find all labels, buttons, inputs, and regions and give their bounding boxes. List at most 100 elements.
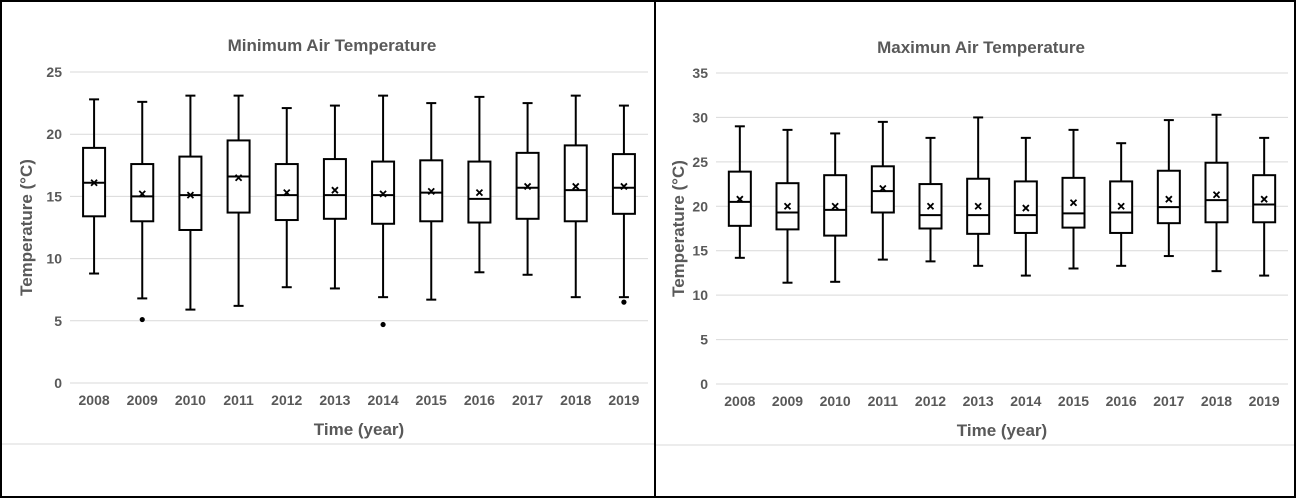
mean-marker bbox=[475, 189, 484, 197]
x-tick-label: 2015 bbox=[1058, 393, 1089, 409]
y-tick-label: 20 bbox=[692, 198, 708, 214]
mean-marker bbox=[783, 202, 792, 210]
box-2013 bbox=[322, 104, 347, 290]
iqr-box bbox=[611, 153, 636, 215]
mean-marker bbox=[1260, 195, 1268, 203]
mean-marker bbox=[1212, 191, 1221, 199]
mean-marker bbox=[974, 202, 982, 210]
mean-marker bbox=[283, 189, 291, 197]
box-2015 bbox=[1061, 128, 1086, 270]
x-tick-label: 2013 bbox=[963, 393, 994, 409]
x-axis-title: Time (year) bbox=[957, 421, 1047, 440]
box-2014 bbox=[1013, 136, 1038, 277]
y-tick-label: 0 bbox=[54, 375, 62, 391]
y-axis-title: Temperature (°C) bbox=[669, 160, 688, 297]
y-tick-label: 30 bbox=[692, 109, 708, 125]
box-2018 bbox=[563, 94, 588, 299]
y-tick-label: 20 bbox=[46, 126, 62, 142]
x-tick-label: 2014 bbox=[368, 392, 399, 408]
box-2010 bbox=[823, 132, 848, 283]
iqr-box bbox=[178, 155, 203, 231]
mean-marker bbox=[831, 202, 839, 210]
outlier-point bbox=[380, 321, 386, 328]
x-tick-label: 2010 bbox=[175, 392, 206, 408]
max-temp-chart-panel: 0 5 10 15 20 25 30 35 Maximun Air Temperature Tim… bbox=[654, 0, 1296, 498]
y-tick-label: 25 bbox=[692, 154, 708, 170]
x-tick-label: 2011 bbox=[223, 392, 254, 408]
min-temp-chart-panel: 0 5 10 15 20 25 Minimum Air Temperature Time (y… bbox=[0, 0, 655, 498]
x-tick-label: 2017 bbox=[512, 392, 543, 408]
mean-marker bbox=[186, 191, 195, 199]
x-tick-label: 2016 bbox=[464, 392, 495, 408]
mean-marker bbox=[234, 174, 243, 182]
mean-marker bbox=[1022, 204, 1030, 212]
max-temp-chart: 0 5 10 15 20 25 30 35 Maximun Air Temperature Tim… bbox=[656, 38, 1294, 446]
x-tick-label: 2016 bbox=[1106, 393, 1137, 409]
box-2014 bbox=[371, 94, 396, 328]
box-2019 bbox=[611, 104, 636, 305]
x-tick-label: 2009 bbox=[127, 392, 158, 408]
y-axis-title: Temperature (°C) bbox=[17, 159, 36, 296]
x-tick-label: 2011 bbox=[868, 393, 899, 409]
mean-marker bbox=[523, 182, 532, 191]
box-2013 bbox=[966, 116, 991, 267]
box-2015 bbox=[419, 102, 444, 301]
x-tick-label: 2017 bbox=[1153, 393, 1184, 409]
box-2012 bbox=[274, 107, 299, 289]
box-2017 bbox=[1156, 119, 1181, 258]
y-tick-label: 15 bbox=[46, 188, 62, 204]
box-2011 bbox=[870, 120, 895, 261]
min-temp-chart: 0 5 10 15 20 25 Minimum Air Temperature Time (y… bbox=[2, 36, 654, 445]
box-2009 bbox=[775, 128, 800, 284]
iqr-box bbox=[1204, 161, 1229, 224]
box-2016 bbox=[467, 95, 492, 274]
box-2008 bbox=[82, 98, 107, 275]
mean-marker bbox=[90, 179, 98, 187]
box-2011 bbox=[226, 94, 251, 307]
iqr-box bbox=[1156, 169, 1181, 225]
box-2017 bbox=[515, 102, 540, 276]
outlier-point bbox=[621, 299, 627, 305]
x-tick-label: 2010 bbox=[820, 393, 851, 409]
mean-marker bbox=[1165, 195, 1173, 203]
y-tick-label: 10 bbox=[46, 251, 62, 267]
mean-marker bbox=[572, 182, 580, 191]
x-tick-label: 2008 bbox=[79, 392, 110, 408]
x-tick-label: 2018 bbox=[1201, 393, 1232, 409]
y-tick-label: 10 bbox=[692, 287, 708, 303]
box-2012 bbox=[918, 136, 943, 263]
x-tick-label: 2018 bbox=[560, 392, 591, 408]
chart-title: Minimum Air Temperature bbox=[228, 36, 437, 55]
chart-title: Maximun Air Temperature bbox=[877, 38, 1085, 57]
box-2009 bbox=[130, 100, 155, 323]
x-axis-title: Time (year) bbox=[314, 420, 404, 439]
mean-marker bbox=[1069, 199, 1078, 207]
box-2016 bbox=[1109, 142, 1134, 267]
box-2010 bbox=[178, 94, 203, 311]
y-tick-label: 5 bbox=[54, 313, 62, 329]
box-2018 bbox=[1204, 113, 1229, 273]
mean-marker bbox=[1117, 202, 1125, 210]
x-tick-label: 2012 bbox=[271, 392, 302, 408]
y-tick-label: 15 bbox=[692, 243, 708, 259]
iqr-box bbox=[563, 144, 588, 223]
x-tick-label: 2019 bbox=[608, 392, 639, 408]
y-tick-label: 0 bbox=[700, 376, 708, 392]
x-tick-label: 2014 bbox=[1010, 393, 1041, 409]
mean-marker bbox=[879, 184, 887, 193]
mean-marker bbox=[926, 202, 935, 210]
x-tick-label: 2013 bbox=[319, 392, 350, 408]
x-tick-label: 2008 bbox=[724, 393, 755, 409]
outlier-point bbox=[139, 316, 145, 323]
y-tick-label: 35 bbox=[692, 65, 708, 81]
x-tick-label: 2019 bbox=[1249, 393, 1280, 409]
mean-marker bbox=[620, 182, 628, 191]
y-tick-label: 25 bbox=[46, 64, 62, 80]
mean-marker bbox=[427, 187, 435, 196]
x-tick-label: 2012 bbox=[915, 393, 946, 409]
y-tick-label: 5 bbox=[700, 332, 708, 348]
box-2019 bbox=[1252, 136, 1277, 277]
box-2008 bbox=[727, 125, 752, 259]
mean-marker bbox=[331, 186, 339, 194]
mean-marker bbox=[379, 190, 387, 198]
